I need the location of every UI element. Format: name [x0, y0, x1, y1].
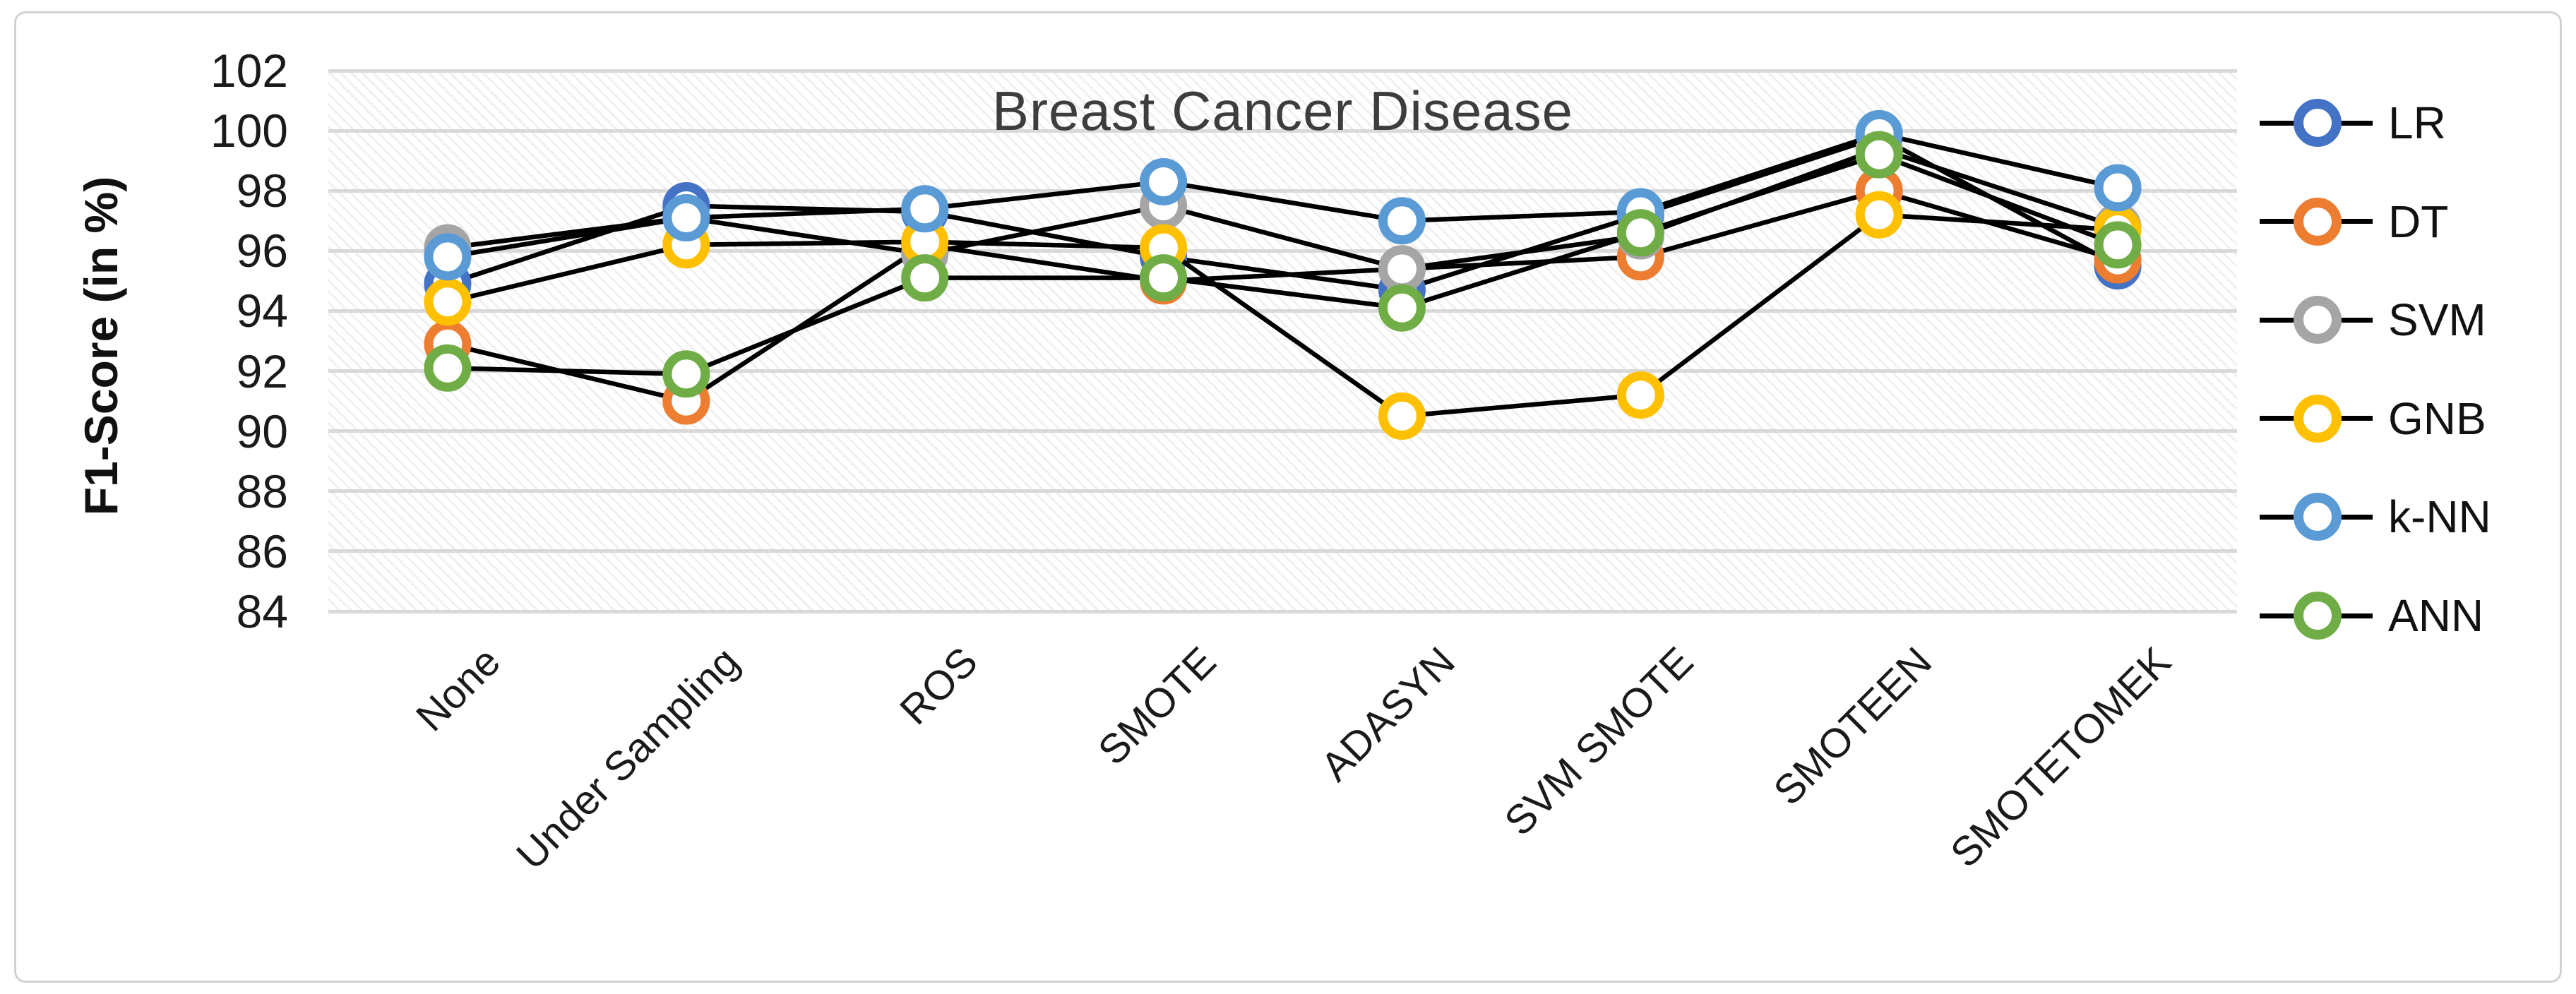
gridline	[328, 248, 2237, 253]
data-point-ANN	[662, 350, 710, 398]
data-point-GNB	[424, 278, 472, 326]
chart-title: Breast Cancer Disease	[991, 80, 1573, 142]
y-tick-label: 84	[236, 585, 288, 637]
legend-marker-GNB	[2294, 394, 2342, 443]
series-line-DT	[447, 188, 2118, 404]
y-tick-label: 102	[210, 44, 288, 97]
data-point-ANN	[901, 254, 949, 302]
y-tick-label: 86	[236, 525, 288, 577]
gridline	[328, 188, 2237, 193]
data-point-GNB	[1616, 371, 1664, 419]
gridline	[328, 128, 2237, 133]
y-tick-label: 100	[210, 104, 288, 157]
series-line-k-NN	[447, 131, 2118, 260]
legend-marker-SVM	[2294, 296, 2342, 345]
legend-marker-DT	[2294, 197, 2342, 246]
data-point-GNB	[1378, 392, 1426, 440]
data-point-k-NN	[1378, 197, 1426, 245]
figure-border	[14, 11, 2562, 983]
data-point-GNB	[1855, 191, 1903, 239]
plot-area	[328, 68, 2237, 613]
data-point-ANN	[1616, 209, 1664, 257]
legend-marker-LR	[2294, 99, 2342, 147]
data-point-SVM	[1378, 245, 1426, 293]
series-line-ANN	[447, 152, 2119, 377]
y-tick-label: 92	[236, 345, 288, 397]
data-point-k-NN	[2094, 164, 2142, 212]
gridline	[328, 549, 2237, 553]
y-tick-label: 96	[236, 224, 288, 277]
data-point-k-NN	[1140, 157, 1188, 205]
data-point-ANN	[2094, 221, 2142, 269]
legend-marker-ANN	[2294, 592, 2342, 640]
data-point-ANN	[1378, 284, 1426, 332]
gridline	[328, 489, 2237, 493]
y-tick-label: 90	[236, 405, 288, 457]
data-point-ANN	[1855, 131, 1903, 179]
data-point-ANN	[424, 344, 472, 392]
legend-label-GNB: GNB	[2388, 393, 2486, 444]
legend-label-SVM: SVM	[2388, 294, 2486, 346]
gridline	[328, 429, 2237, 433]
series-line-GNB	[447, 212, 2118, 419]
legend-label-ANN: ANN	[2388, 590, 2484, 641]
legend-label-LR: LR	[2388, 97, 2446, 148]
gridline	[328, 309, 2237, 313]
gridline	[328, 68, 2237, 73]
data-point-k-NN	[424, 233, 472, 281]
legend-marker-k-NN	[2294, 493, 2342, 541]
gridline	[328, 369, 2237, 373]
y-tick-label: 94	[236, 285, 288, 337]
y-tick-label: 88	[236, 465, 288, 517]
gridline	[328, 609, 2237, 613]
data-point-k-NN	[662, 194, 710, 242]
legend-label-DT: DT	[2388, 196, 2449, 247]
series-layer	[424, 109, 2142, 440]
data-point-ANN	[1140, 254, 1188, 302]
y-tick-label: 98	[236, 164, 288, 217]
legend-label-k-NN: k-NN	[2388, 491, 2491, 543]
series-line-SVM	[447, 146, 2119, 272]
data-point-k-NN	[901, 185, 949, 233]
